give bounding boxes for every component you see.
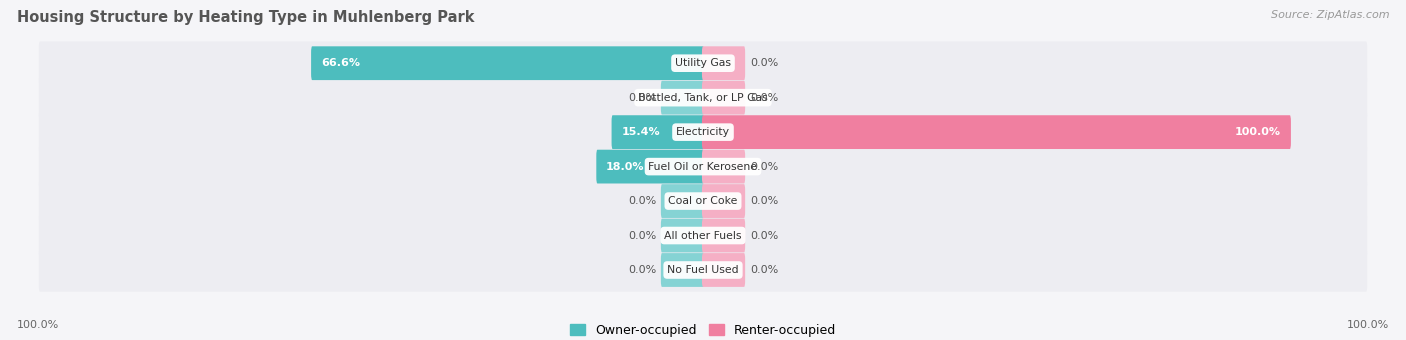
Text: 100.0%: 100.0% [1347, 320, 1389, 330]
Text: 0.0%: 0.0% [628, 265, 657, 275]
FancyBboxPatch shape [702, 219, 745, 252]
Text: 0.0%: 0.0% [749, 196, 778, 206]
Text: Source: ZipAtlas.com: Source: ZipAtlas.com [1271, 10, 1389, 20]
FancyBboxPatch shape [702, 115, 1291, 149]
Text: Bottled, Tank, or LP Gas: Bottled, Tank, or LP Gas [638, 93, 768, 103]
Text: 0.0%: 0.0% [749, 231, 778, 240]
FancyBboxPatch shape [39, 248, 1367, 292]
Text: Fuel Oil or Kerosene: Fuel Oil or Kerosene [648, 162, 758, 172]
Legend: Owner-occupied, Renter-occupied: Owner-occupied, Renter-occupied [565, 319, 841, 340]
Text: 18.0%: 18.0% [606, 162, 645, 172]
Text: Coal or Coke: Coal or Coke [668, 196, 738, 206]
FancyBboxPatch shape [39, 214, 1367, 257]
Text: All other Fuels: All other Fuels [664, 231, 742, 240]
Text: Housing Structure by Heating Type in Muhlenberg Park: Housing Structure by Heating Type in Muh… [17, 10, 474, 25]
FancyBboxPatch shape [661, 253, 704, 287]
Text: 66.6%: 66.6% [321, 58, 360, 68]
Text: No Fuel Used: No Fuel Used [668, 265, 738, 275]
Text: Electricity: Electricity [676, 127, 730, 137]
Text: 0.0%: 0.0% [749, 265, 778, 275]
FancyBboxPatch shape [661, 184, 704, 218]
Text: 100.0%: 100.0% [17, 320, 59, 330]
Text: 0.0%: 0.0% [628, 231, 657, 240]
FancyBboxPatch shape [39, 41, 1367, 85]
FancyBboxPatch shape [702, 253, 745, 287]
FancyBboxPatch shape [702, 81, 745, 115]
Text: Utility Gas: Utility Gas [675, 58, 731, 68]
Text: 15.4%: 15.4% [621, 127, 659, 137]
Text: 100.0%: 100.0% [1234, 127, 1281, 137]
Text: 0.0%: 0.0% [749, 162, 778, 172]
FancyBboxPatch shape [702, 184, 745, 218]
Text: 0.0%: 0.0% [749, 93, 778, 103]
FancyBboxPatch shape [39, 110, 1367, 154]
FancyBboxPatch shape [39, 145, 1367, 188]
FancyBboxPatch shape [311, 46, 704, 80]
FancyBboxPatch shape [661, 219, 704, 252]
FancyBboxPatch shape [702, 150, 745, 184]
FancyBboxPatch shape [612, 115, 704, 149]
Text: 0.0%: 0.0% [628, 196, 657, 206]
FancyBboxPatch shape [596, 150, 704, 184]
Text: 0.0%: 0.0% [749, 58, 778, 68]
FancyBboxPatch shape [39, 180, 1367, 223]
FancyBboxPatch shape [702, 46, 745, 80]
FancyBboxPatch shape [661, 81, 704, 115]
FancyBboxPatch shape [39, 76, 1367, 119]
Text: 0.0%: 0.0% [628, 93, 657, 103]
